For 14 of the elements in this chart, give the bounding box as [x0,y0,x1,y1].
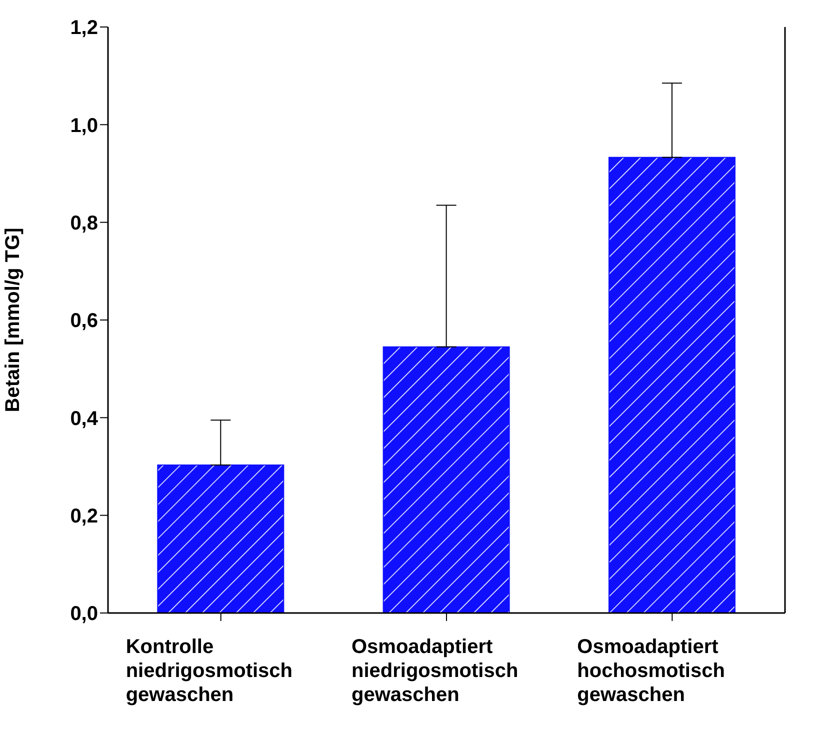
bar [382,346,510,613]
bar [157,464,284,613]
y-tick-label: 1,0 [70,114,98,137]
y-tick-label: 0,4 [70,408,99,430]
x-tick-label: Osmoadaptiert hochosmotisch gewaschen [577,636,725,706]
y-tick-label: 0,0 [70,603,98,626]
x-tick-label: Osmoadaptiert niedrigosmotisch gewaschen [352,636,518,706]
x-tick-label: Kontrolle niedrigosmotisch gewaschen [126,636,293,706]
y-tick-label: 0,8 [70,212,98,234]
y-axis-title: Betain [mmol/g TG] [2,228,24,412]
y-tick-label: 1,2 [70,17,98,40]
bar [608,156,736,613]
y-tick-label: 0,6 [70,310,98,332]
y-tick-label: 0,2 [70,505,98,528]
